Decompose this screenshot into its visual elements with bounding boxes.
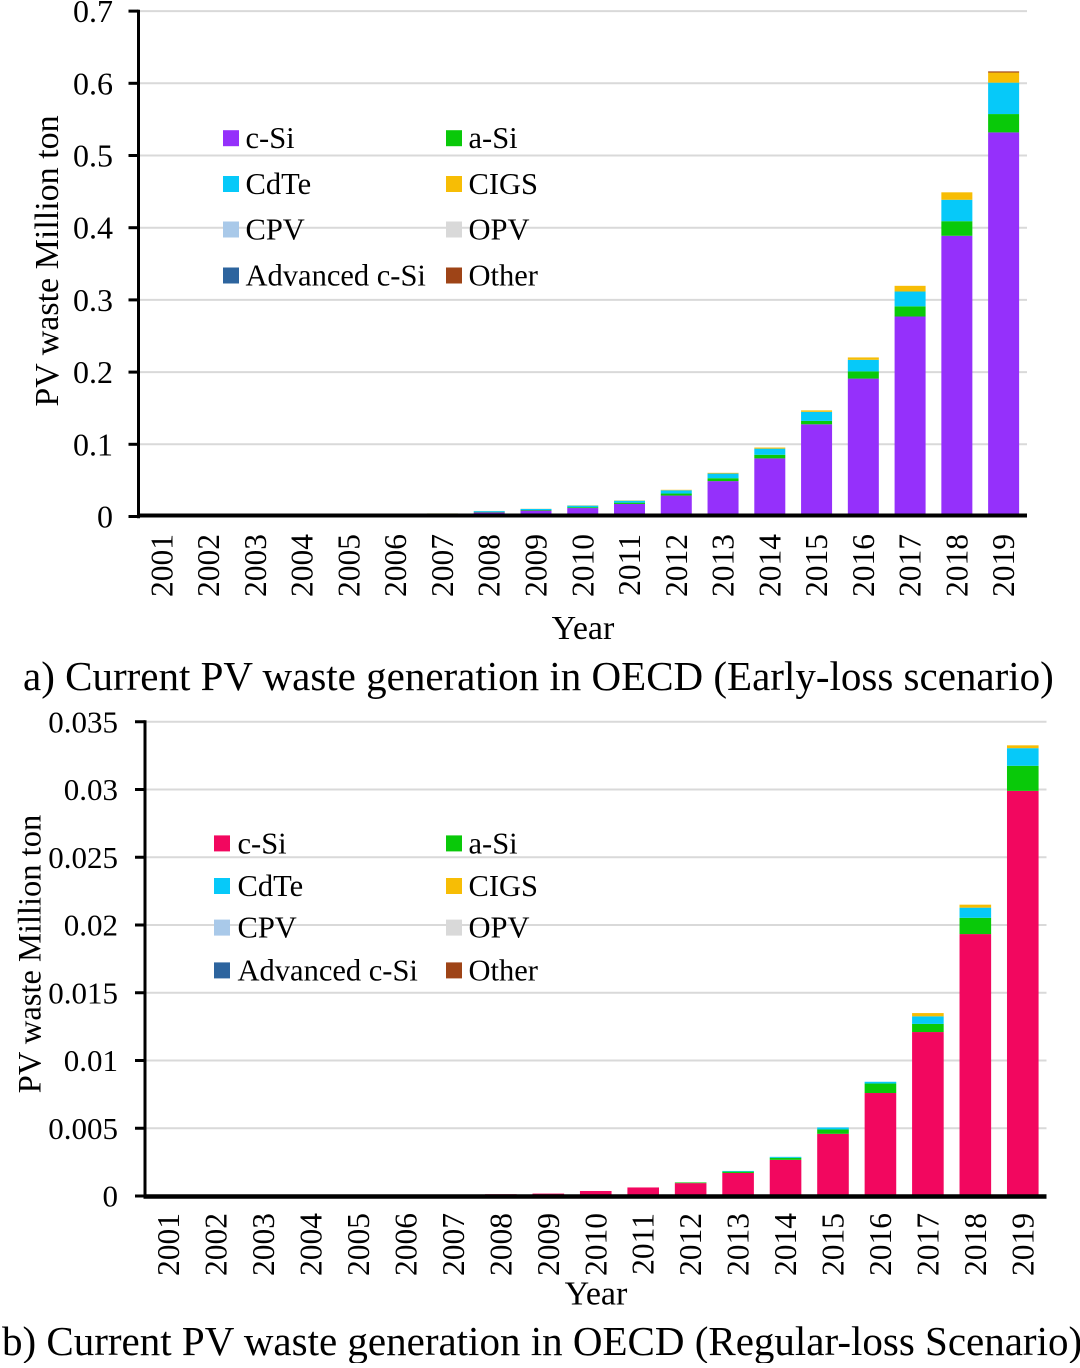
svg-text:PV waste Million ton: PV waste Million ton [13,815,49,1093]
svg-text:2017: 2017 [910,1213,945,1276]
svg-text:2006: 2006 [378,534,413,597]
svg-text:2018: 2018 [958,1213,993,1276]
svg-text:0.3: 0.3 [73,282,113,318]
svg-text:0.025: 0.025 [48,840,118,875]
svg-text:Other: Other [469,259,538,293]
svg-text:2005: 2005 [341,1213,376,1276]
svg-text:Advanced c-Si: Advanced c-Si [246,259,426,293]
svg-text:0: 0 [103,1179,119,1214]
svg-text:0.03: 0.03 [64,772,118,807]
svg-text:c-Si: c-Si [238,826,287,860]
svg-text:PV waste Million ton: PV waste Million ton [29,115,66,406]
svg-text:2007: 2007 [425,534,460,597]
svg-text:2004: 2004 [294,1213,329,1276]
svg-text:2006: 2006 [388,1213,423,1276]
svg-text:2002: 2002 [191,534,226,597]
svg-text:2005: 2005 [331,534,366,597]
svg-text:a-Si: a-Si [469,826,518,860]
svg-text:2013: 2013 [706,534,741,597]
svg-text:b) Current PV waste generation: b) Current PV waste generation in OECD (… [2,1318,1080,1363]
svg-text:Advanced c-Si: Advanced c-Si [238,953,418,987]
svg-text:2015: 2015 [815,1213,850,1276]
svg-text:0.035: 0.035 [48,704,118,739]
svg-text:0.5: 0.5 [73,138,113,174]
svg-text:2012: 2012 [659,534,694,597]
svg-text:2001: 2001 [144,534,179,597]
svg-text:0.2: 0.2 [73,354,113,390]
svg-text:2019: 2019 [986,534,1021,597]
svg-text:2002: 2002 [199,1213,234,1276]
svg-text:2011: 2011 [612,534,647,596]
svg-text:2015: 2015 [799,534,834,597]
svg-text:Other: Other [469,953,538,987]
svg-text:2007: 2007 [436,1213,471,1276]
svg-text:0.7: 0.7 [73,0,113,29]
svg-text:2013: 2013 [721,1213,756,1276]
svg-text:2019: 2019 [1005,1213,1040,1276]
svg-text:CdTe: CdTe [246,167,312,201]
svg-text:0.1: 0.1 [73,426,113,462]
svg-text:2009: 2009 [518,534,553,597]
svg-text:a-Si: a-Si [469,121,518,155]
svg-text:c-Si: c-Si [246,121,295,155]
svg-text:0.6: 0.6 [73,65,113,101]
svg-text:2012: 2012 [673,1213,708,1276]
svg-text:2009: 2009 [531,1213,566,1276]
svg-text:a) Current PV waste generation: a) Current PV waste generation in OECD (… [23,653,1054,699]
svg-text:CPV: CPV [246,213,305,247]
svg-text:2017: 2017 [893,534,928,597]
svg-text:0: 0 [97,499,113,535]
svg-text:0.4: 0.4 [73,210,113,246]
svg-text:0.005: 0.005 [48,1111,118,1146]
svg-text:2008: 2008 [483,1213,518,1276]
svg-text:2011: 2011 [626,1213,661,1275]
svg-text:0.02: 0.02 [64,908,118,943]
svg-text:0.015: 0.015 [48,975,118,1010]
svg-text:2003: 2003 [238,534,273,597]
svg-text:2003: 2003 [246,1213,281,1276]
svg-text:2008: 2008 [472,534,507,597]
svg-text:OPV: OPV [469,911,530,945]
svg-text:2004: 2004 [285,534,320,597]
svg-text:2016: 2016 [863,1213,898,1276]
svg-text:2001: 2001 [151,1213,186,1276]
svg-text:2014: 2014 [768,1213,803,1276]
svg-text:2010: 2010 [565,534,600,597]
svg-text:2014: 2014 [752,534,787,597]
svg-text:Year: Year [552,610,615,647]
svg-text:Year: Year [565,1276,628,1313]
svg-text:OPV: OPV [469,213,530,247]
svg-text:2016: 2016 [846,534,881,597]
svg-text:2010: 2010 [578,1213,613,1276]
svg-text:2018: 2018 [939,534,974,597]
svg-text:0.01: 0.01 [64,1043,118,1078]
svg-text:CdTe: CdTe [238,869,304,903]
svg-text:CIGS: CIGS [469,869,539,903]
svg-text:CPV: CPV [238,911,297,945]
svg-text:CIGS: CIGS [469,167,539,201]
